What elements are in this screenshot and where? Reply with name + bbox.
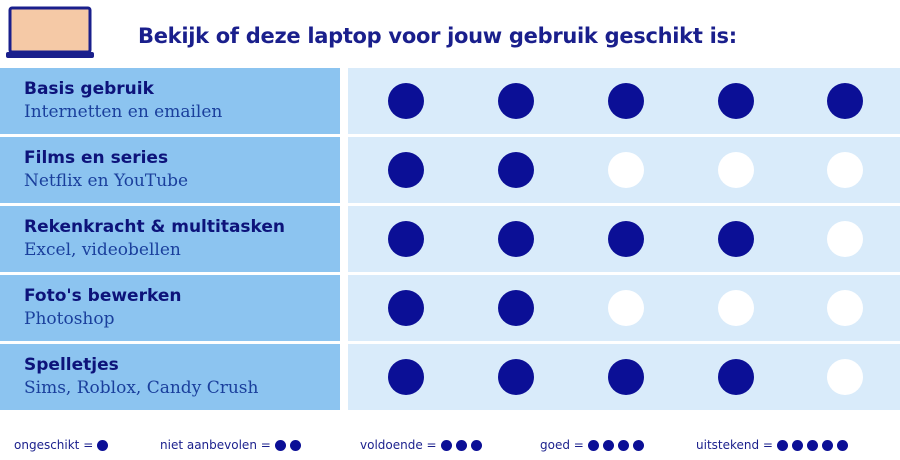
rating-dots	[348, 68, 900, 134]
rating-dot-filled	[718, 221, 754, 257]
row-label: Rekenkracht & multitasken Excel, videobe…	[0, 206, 340, 272]
rating-dot-filled	[498, 290, 534, 326]
rating-dot-filled	[608, 221, 644, 257]
legend-dot	[806, 439, 818, 451]
rating-dots	[348, 206, 900, 272]
legend-dot	[602, 439, 614, 451]
rating-dot-filled	[388, 221, 424, 257]
rating-dot-empty	[827, 152, 863, 188]
row-title: Foto's bewerken	[24, 286, 182, 306]
legend-label: voldoende =	[360, 438, 437, 452]
usage-table: Basis gebruik Internetten en emailen Fil…	[0, 68, 900, 413]
legend-dot	[776, 439, 788, 451]
rating-dot-filled	[388, 290, 424, 326]
row-subtitle: Sims, Roblox, Candy Crush	[24, 378, 259, 398]
row-label: Foto's bewerken Photoshop	[0, 275, 340, 341]
legend-dot	[440, 439, 452, 451]
row-title: Spelletjes	[24, 355, 119, 375]
rating-dot-empty	[718, 290, 754, 326]
table-row: Foto's bewerken Photoshop	[0, 275, 900, 341]
row-label: Basis gebruik Internetten en emailen	[0, 68, 340, 134]
rating-dot-filled	[608, 83, 644, 119]
rating-dot-filled	[498, 152, 534, 188]
row-title: Films en series	[24, 148, 169, 168]
rating-dot-filled	[498, 221, 534, 257]
legend-item: goed =	[540, 438, 644, 452]
rating-dot-empty	[827, 359, 863, 395]
rating-dot-filled	[718, 83, 754, 119]
row-label: Films en series Netflix en YouTube	[0, 137, 340, 203]
legend: ongeschikt = niet aanbevolen = voldoende…	[0, 438, 900, 460]
rating-dots	[348, 137, 900, 203]
legend-dot	[587, 439, 599, 451]
rating-dot-empty	[827, 221, 863, 257]
legend-dot	[617, 439, 629, 451]
legend-dot	[470, 439, 482, 451]
rating-dot-filled	[718, 359, 754, 395]
rating-dot-empty	[718, 152, 754, 188]
rating-dot-filled	[827, 83, 863, 119]
legend-dot	[632, 439, 644, 451]
legend-dot	[97, 439, 109, 451]
row-subtitle: Photoshop	[24, 309, 115, 329]
rating-dot-empty	[608, 152, 644, 188]
rating-dot-filled	[498, 83, 534, 119]
legend-dot	[791, 439, 803, 451]
row-title: Basis gebruik	[24, 79, 154, 99]
rating-dots	[348, 344, 900, 410]
legend-dot	[274, 439, 286, 451]
row-subtitle: Netflix en YouTube	[24, 171, 189, 191]
page-title: Bekijk of deze laptop voor jouw gebruik …	[138, 24, 737, 48]
legend-item: niet aanbevolen =	[160, 438, 301, 452]
table-row: Basis gebruik Internetten en emailen	[0, 68, 900, 134]
row-subtitle: Excel, videobellen	[24, 240, 181, 260]
rating-dot-empty	[827, 290, 863, 326]
rating-dot-filled	[608, 359, 644, 395]
table-row: Films en series Netflix en YouTube	[0, 137, 900, 203]
legend-label: goed =	[540, 438, 584, 452]
row-subtitle: Internetten en emailen	[24, 102, 223, 122]
rating-dot-filled	[388, 152, 424, 188]
legend-dot	[821, 439, 833, 451]
rating-dot-empty	[608, 290, 644, 326]
legend-item: uitstekend =	[696, 438, 848, 452]
legend-label: uitstekend =	[696, 438, 773, 452]
legend-label: niet aanbevolen =	[160, 438, 271, 452]
rating-dot-filled	[388, 83, 424, 119]
rating-dot-filled	[388, 359, 424, 395]
row-title: Rekenkracht & multitasken	[24, 217, 286, 237]
legend-dot	[289, 439, 301, 451]
legend-item: ongeschikt =	[14, 438, 109, 452]
rating-dots	[348, 275, 900, 341]
table-row: Rekenkracht & multitasken Excel, videobe…	[0, 206, 900, 272]
row-label: Spelletjes Sims, Roblox, Candy Crush	[0, 344, 340, 410]
laptop-icon	[6, 6, 94, 58]
legend-dot	[836, 439, 848, 451]
table-row: Spelletjes Sims, Roblox, Candy Crush	[0, 344, 900, 410]
legend-item: voldoende =	[360, 438, 482, 452]
legend-label: ongeschikt =	[14, 438, 94, 452]
legend-dot	[455, 439, 467, 451]
header: Bekijk of deze laptop voor jouw gebruik …	[0, 0, 900, 66]
rating-dot-filled	[498, 359, 534, 395]
